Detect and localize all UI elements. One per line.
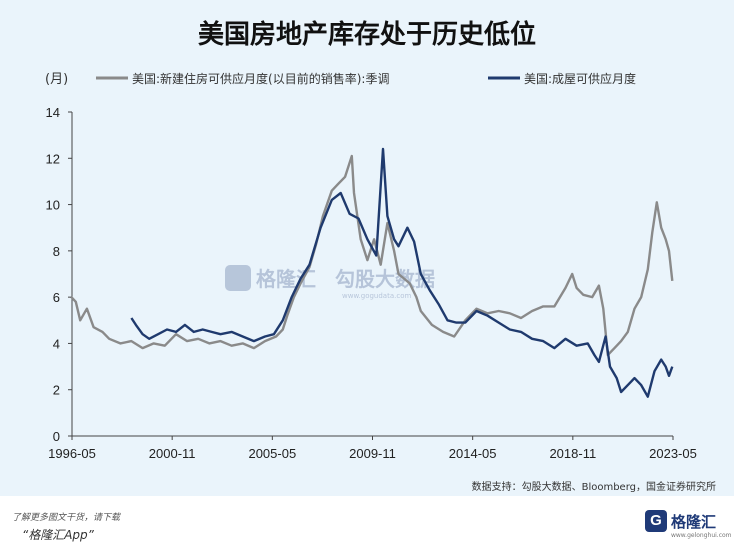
y-tick-label: 14 (46, 105, 60, 120)
y-tick-label: 8 (53, 244, 60, 259)
y-tick-label: 6 (53, 290, 60, 305)
y-tick-label: 12 (46, 151, 60, 166)
data-source: 数据支持：勾股大数据、Bloomberg，国金证券研究所 (471, 482, 716, 493)
y-tick-label: 2 (53, 383, 60, 398)
y-tick-label: 0 (53, 429, 60, 444)
series-lines (70, 147, 674, 398)
legend: 美国:新建住房可供应月度(以目前的销售率):季调 美国:成屋可供应月度 (96, 71, 636, 86)
legend-label-existing-home: 美国:成屋可供应月度 (524, 71, 636, 86)
logo-url: www.gelonghui.com (670, 532, 732, 539)
footer-app-name: “格隆汇App” (22, 528, 94, 542)
y-unit-label: (月) (45, 72, 68, 87)
x-tick-label: 1996-05 (48, 446, 96, 461)
y-tick-label: 10 (46, 198, 60, 213)
footer: 了解更多图文干货，请下载 “格隆汇App” G 格隆汇 www.gelonghu… (0, 496, 734, 550)
line-chart: 格隆汇 勾股大数据 www.gogudata.com 0 2 4 6 8 10 12 14 19… (45, 71, 697, 461)
chart-title: 美国房地产库存处于历史低位 (197, 20, 536, 50)
logo-mark-icon: G (644, 510, 667, 532)
logo-name: 格隆汇 (670, 512, 716, 531)
watermark: 格隆汇 勾股大数据 www.gogudata.com (225, 265, 435, 300)
watermark-brand: 勾股大数据 (335, 267, 435, 291)
series-line-new-home-supply (70, 154, 674, 357)
legend-label-new-home: 美国:新建住房可供应月度(以目前的销售率):季调 (132, 71, 389, 86)
x-tick-label: 2009-11 (349, 446, 396, 461)
x-tick-label: 2018-11 (549, 446, 596, 461)
footer-logo: G 格隆汇 www.gelonghui.com (644, 510, 732, 539)
footer-download-text: 了解更多图文干货，请下载 (12, 513, 121, 523)
watermark-url: www.gogudata.com (342, 292, 411, 300)
y-tick-label: 4 (53, 336, 60, 351)
x-tick-label: 2014-05 (449, 446, 497, 461)
axes: 0 2 4 6 8 10 12 14 1996-05 2000-11 2005-05 2009-11 2… (46, 105, 697, 461)
x-tick-label: 2000-11 (149, 446, 196, 461)
watermark-logo-icon (225, 265, 251, 291)
x-tick-label: 2023-05 (649, 446, 697, 461)
x-tick-label: 2005-05 (248, 446, 296, 461)
series-line-existing-home-supply (130, 147, 674, 398)
